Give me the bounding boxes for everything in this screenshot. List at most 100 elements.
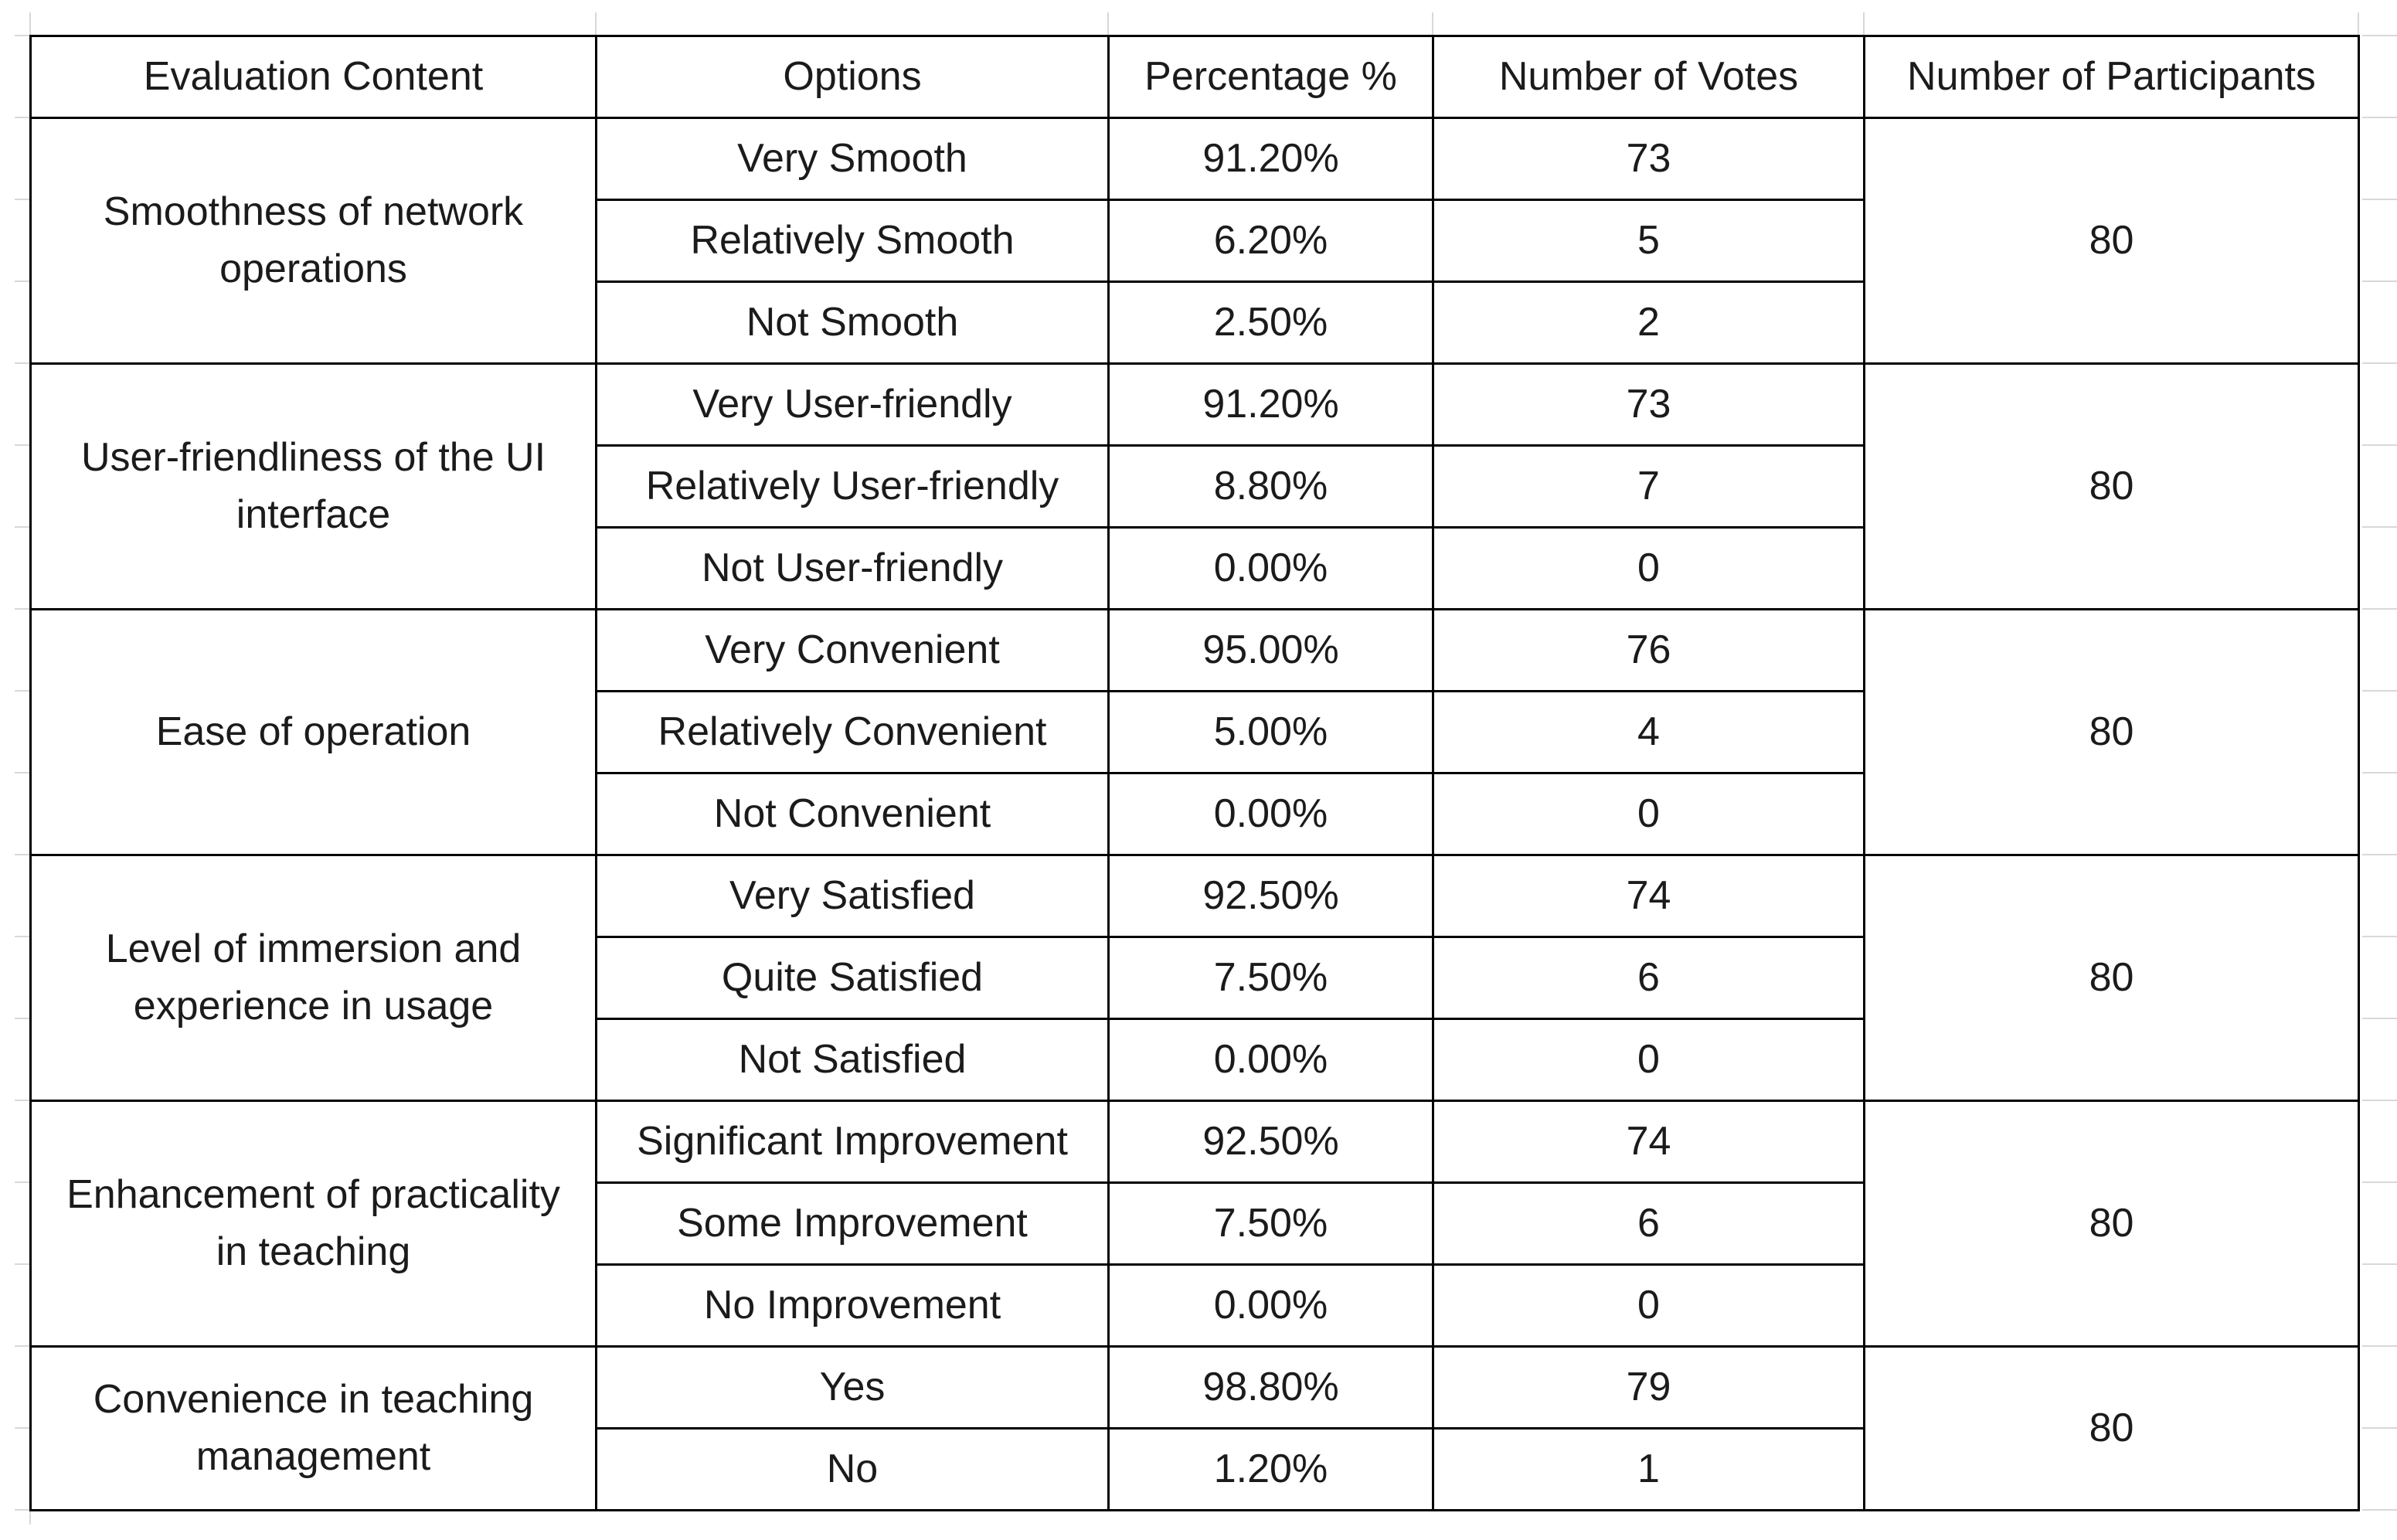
- spreadsheet-gridline: [2362, 854, 2397, 855]
- votes-cell: 73: [1432, 362, 1865, 447]
- option-cell: Not Convenient: [595, 772, 1110, 856]
- spreadsheet-gridline: [29, 1511, 31, 1525]
- spreadsheet-gridline: [2362, 199, 2397, 200]
- table-row: Smoothness of network operations Very Sm…: [29, 117, 2360, 365]
- evaluation-content-cell: Level of immersion and experience in usa…: [29, 854, 597, 1102]
- spreadsheet-gridline: [29, 12, 31, 35]
- option-cell: Quite Satisfied: [595, 936, 1110, 1020]
- votes-cell: 76: [1432, 608, 1865, 692]
- percentage-cell: 98.80%: [1107, 1345, 1434, 1430]
- spreadsheet-gridline: [2362, 1427, 2397, 1429]
- evaluation-content-cell: User-friendliness of the UI interface: [29, 362, 597, 610]
- spreadsheet-gridline: [15, 854, 29, 855]
- table-row: Quite Satisfied 7.50% 6: [31, 936, 2359, 1020]
- option-cell: Very Satisfied: [595, 854, 1110, 938]
- votes-cell: 0: [1432, 772, 1865, 856]
- participants-cell: 80: [1863, 1345, 2360, 1511]
- option-cell: Some Improvement: [595, 1181, 1110, 1266]
- votes-cell: 6: [1432, 1181, 1865, 1266]
- votes-cell: 79: [1432, 1345, 1865, 1430]
- votes-cell: 6: [1432, 936, 1865, 1020]
- votes-cell: 7: [1432, 444, 1865, 529]
- table-row: Ease of operation Very Convenient 95.00%…: [29, 608, 2360, 856]
- spreadsheet-gridline: [15, 936, 29, 937]
- spreadsheet-gridline: [2362, 1263, 2397, 1265]
- option-cell: Relatively User-friendly: [595, 444, 1110, 529]
- participants-cell: 80: [1863, 1100, 2360, 1348]
- option-cell: No: [595, 1427, 1110, 1511]
- spreadsheet-gridline: [2362, 690, 2397, 692]
- spreadsheet-gridline: [1107, 12, 1109, 35]
- percentage-cell: 0.00%: [1107, 772, 1434, 856]
- spreadsheet-gridline: [15, 1345, 29, 1347]
- option-cell: Not Smooth: [595, 280, 1110, 365]
- spreadsheet-gridline: [2362, 1345, 2397, 1347]
- percentage-cell: 7.50%: [1107, 1181, 1434, 1266]
- evaluation-content-cell: Ease of operation: [29, 608, 597, 856]
- spreadsheet-gridline: [2362, 936, 2397, 937]
- table-row: Convenience in teaching management Yes 9…: [29, 1345, 2360, 1511]
- spreadsheet-gridline: [15, 690, 29, 692]
- spreadsheet-gridline: [15, 1427, 29, 1429]
- header-number-of-participants: Number of Participants: [1863, 35, 2360, 119]
- spreadsheet-gridline: [2362, 444, 2397, 446]
- spreadsheet-gridline: [2362, 362, 2397, 364]
- table-row: Not User-friendly 0.00% 0: [31, 526, 2359, 610]
- spreadsheet-gridline: [15, 1100, 29, 1101]
- table-row: Level of immersion and experience in usa…: [29, 854, 2360, 1102]
- percentage-cell: 6.20%: [1107, 199, 1434, 283]
- spreadsheet-gridline: [15, 117, 29, 118]
- spreadsheet-gridline: [2362, 280, 2397, 282]
- evaluation-results-table: Evaluation Content Options Percentage % …: [29, 35, 2360, 1511]
- percentage-cell: 7.50%: [1107, 936, 1434, 1020]
- evaluation-content-cell: Enhancement of practicality in teaching: [29, 1100, 597, 1348]
- table-row: Not Satisfied 0.00% 0: [31, 1018, 2359, 1102]
- votes-cell: 74: [1432, 1100, 1865, 1184]
- votes-cell: 1: [1432, 1427, 1865, 1511]
- spreadsheet-gridline: [2362, 1181, 2397, 1183]
- participants-cell: 80: [1863, 117, 2360, 365]
- option-cell: No Improvement: [595, 1263, 1110, 1348]
- evaluation-content-cell: Convenience in teaching management: [29, 1345, 597, 1511]
- votes-cell: 4: [1432, 690, 1865, 774]
- option-cell: Yes: [595, 1345, 1110, 1430]
- header-options: Options: [595, 35, 1110, 119]
- spreadsheet-gridline: [15, 362, 29, 364]
- votes-cell: 74: [1432, 854, 1865, 938]
- spreadsheet-gridline: [15, 1018, 29, 1019]
- spreadsheet-gridline: [15, 608, 29, 610]
- spreadsheet-gridline: [2362, 608, 2397, 610]
- percentage-cell: 92.50%: [1107, 854, 1434, 938]
- table-row: No 1.20% 1: [31, 1427, 2359, 1511]
- header-evaluation-content: Evaluation Content: [29, 35, 597, 119]
- spreadsheet-gridline: [15, 1509, 29, 1511]
- participants-cell: 80: [1863, 854, 2360, 1102]
- table-row: Relatively Convenient 5.00% 4: [31, 690, 2359, 774]
- spreadsheet-gridline: [15, 280, 29, 282]
- votes-cell: 0: [1432, 1263, 1865, 1348]
- header-number-of-votes: Number of Votes: [1432, 35, 1865, 119]
- spreadsheet-gridline: [1432, 12, 1433, 35]
- table-row: Relatively User-friendly 8.80% 7: [31, 444, 2359, 529]
- spreadsheet-gridline: [15, 199, 29, 200]
- participants-cell: 80: [1863, 362, 2360, 610]
- spreadsheet-gridline: [15, 35, 29, 36]
- spreadsheet-gridline: [595, 12, 597, 35]
- percentage-cell: 0.00%: [1107, 526, 1434, 610]
- percentage-cell: 5.00%: [1107, 690, 1434, 774]
- option-cell: Significant Improvement: [595, 1100, 1110, 1184]
- percentage-cell: 2.50%: [1107, 280, 1434, 365]
- table-row: User-friendliness of the UI interface Ve…: [29, 362, 2360, 610]
- percentage-cell: 95.00%: [1107, 608, 1434, 692]
- table-row: Not Smooth 2.50% 2: [31, 280, 2359, 365]
- option-cell: Very Convenient: [595, 608, 1110, 692]
- votes-cell: 5: [1432, 199, 1865, 283]
- spreadsheet-gridline: [2358, 12, 2359, 35]
- votes-cell: 0: [1432, 1018, 1865, 1102]
- option-cell: Very User-friendly: [595, 362, 1110, 447]
- spreadsheet-gridline: [1863, 12, 1865, 35]
- votes-cell: 73: [1432, 117, 1865, 201]
- percentage-cell: 91.20%: [1107, 117, 1434, 201]
- spreadsheet-gridline: [15, 1181, 29, 1183]
- percentage-cell: 0.00%: [1107, 1263, 1434, 1348]
